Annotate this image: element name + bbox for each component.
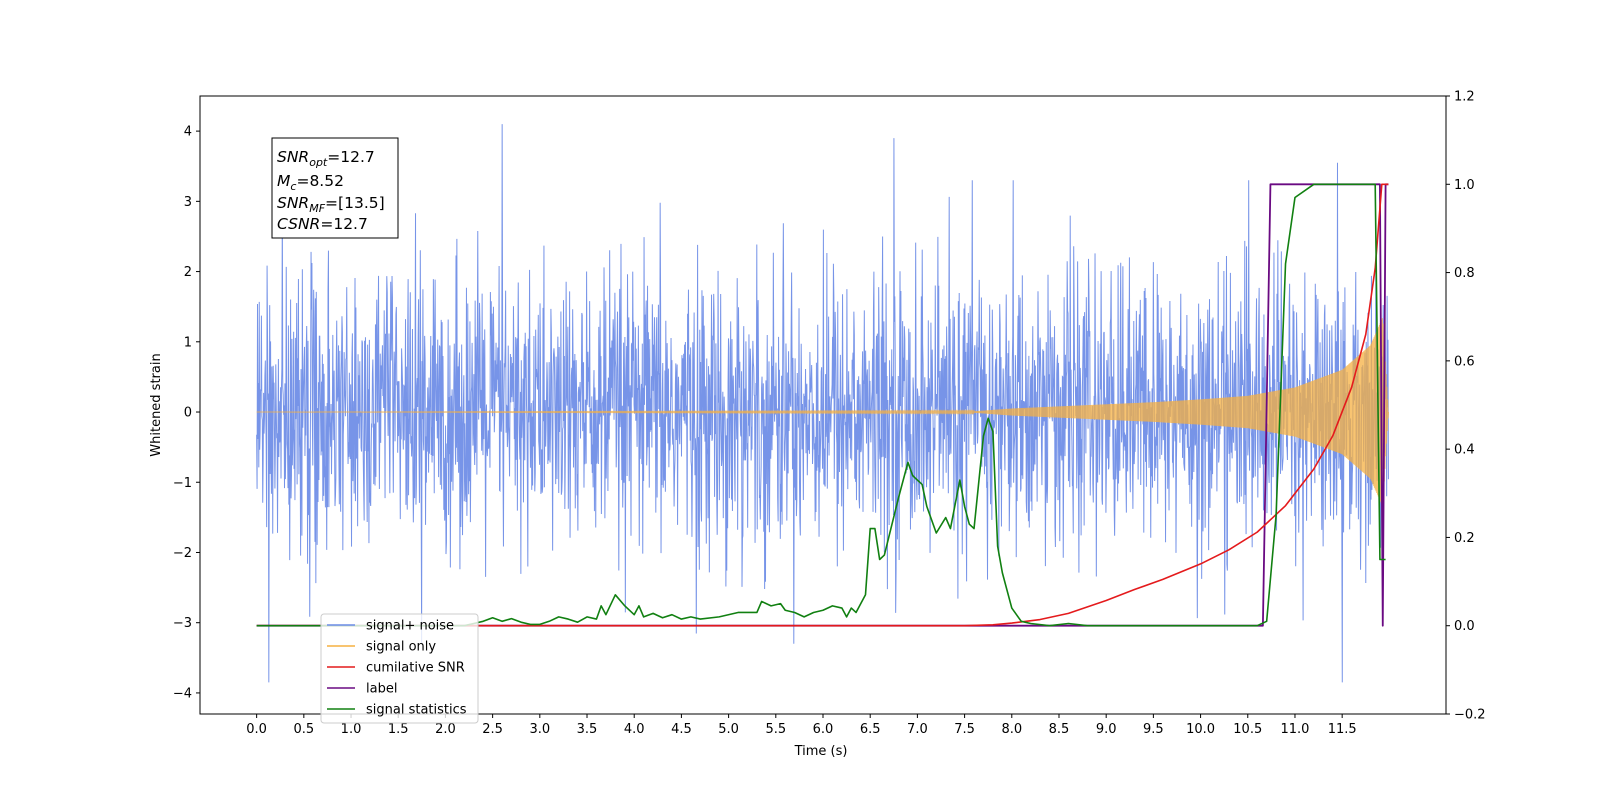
- x-tick-label: 1.5: [388, 722, 409, 737]
- y-tick-label: −1: [173, 476, 192, 491]
- x-tick-label: 5.0: [718, 722, 739, 737]
- x-tick-label: 6.0: [813, 722, 834, 737]
- y2-tick-label: 0.0: [1454, 619, 1475, 634]
- annotation-mc: Mc=8.52: [277, 172, 344, 193]
- y-tick-label: 1: [184, 335, 192, 350]
- series-signal-only: [256, 318, 1389, 507]
- x-axis-label: Time (s): [794, 744, 848, 759]
- y-tick-label: 0: [184, 406, 192, 421]
- x-tick-label: 0.0: [246, 722, 267, 737]
- x-tick-label: 3.0: [529, 722, 550, 737]
- x-tick-label: 11.0: [1280, 722, 1309, 737]
- x-tick-label: 7.0: [907, 722, 928, 737]
- y-axis-label: Whitened strain: [149, 353, 164, 456]
- y-tick-label: 4: [184, 125, 192, 140]
- y-tick-label: −3: [173, 616, 192, 631]
- legend-label: label: [366, 682, 397, 697]
- legend-label: signal only: [366, 640, 436, 655]
- x-tick-label: 4.5: [671, 722, 692, 737]
- metrics-annotation: SNRopt=12.7 Mc=8.52 SNRMF=[13.5] CSNR=12…: [271, 137, 399, 239]
- x-tick-label: 3.5: [577, 722, 598, 737]
- y2-tick-label: 0.6: [1454, 354, 1475, 369]
- y-axis-right: −0.2 0.0 0.2 0.4 0.6 0.8 1.0 1.2: [1446, 90, 1486, 723]
- x-tick-label: 9.5: [1143, 722, 1164, 737]
- x-tick-label: 4.0: [624, 722, 645, 737]
- x-tick-label: 10.5: [1233, 722, 1262, 737]
- x-tick-label: 6.5: [860, 722, 881, 737]
- y-tick-label: 3: [184, 195, 192, 210]
- y2-tick-label: −0.2: [1454, 708, 1486, 723]
- annotation-snr-opt: SNRopt=12.7: [277, 148, 375, 169]
- x-tick-label: 8.0: [1001, 722, 1022, 737]
- legend-label: signal statistics: [366, 703, 467, 718]
- legend: signal+ noise signal only cumilative SNR la…: [320, 613, 479, 724]
- y-tick-label: 2: [184, 265, 192, 280]
- y2-tick-label: 0.2: [1454, 531, 1475, 546]
- x-axis: 0.0 0.5 1.0 1.5 2.0 2.5 3.0 3.5 4.0 4.5 5.0 5.5 6.0 6…: [246, 714, 1357, 737]
- series-cumulative-snr: [256, 183, 1389, 627]
- annotation-csnr: CSNR=12.7: [277, 215, 368, 233]
- x-tick-label: 2.0: [435, 722, 456, 737]
- x-tick-label: 10.0: [1186, 722, 1215, 737]
- series-signal-plus-noise: [256, 124, 1389, 683]
- x-tick-label: 0.5: [293, 722, 314, 737]
- x-tick-label: 2.5: [482, 722, 503, 737]
- annotation-snr-mf: SNRMF=[13.5]: [277, 194, 385, 215]
- y2-tick-label: 0.4: [1454, 443, 1475, 458]
- y2-tick-label: 1.2: [1454, 90, 1475, 105]
- y-tick-label: −2: [173, 546, 192, 561]
- y-tick-label: −4: [173, 686, 192, 701]
- x-tick-label: 8.5: [1049, 722, 1070, 737]
- legend-label: signal+ noise: [366, 619, 454, 634]
- x-tick-label: 11.5: [1328, 722, 1357, 737]
- x-tick-label: 9.0: [1096, 722, 1117, 737]
- series-layer: [256, 124, 1389, 683]
- y2-tick-label: 1.0: [1454, 178, 1475, 193]
- legend-label: cumilative SNR: [366, 661, 465, 676]
- x-tick-label: 1.0: [341, 722, 362, 737]
- x-tick-label: 7.5: [954, 722, 975, 737]
- y2-tick-label: 0.8: [1454, 266, 1475, 281]
- y-axis-left: −4 −3 −2 −1 0 1 2 3 4: [173, 125, 200, 701]
- series-signal-statistics: [256, 183, 1386, 627]
- x-tick-label: 5.5: [765, 722, 786, 737]
